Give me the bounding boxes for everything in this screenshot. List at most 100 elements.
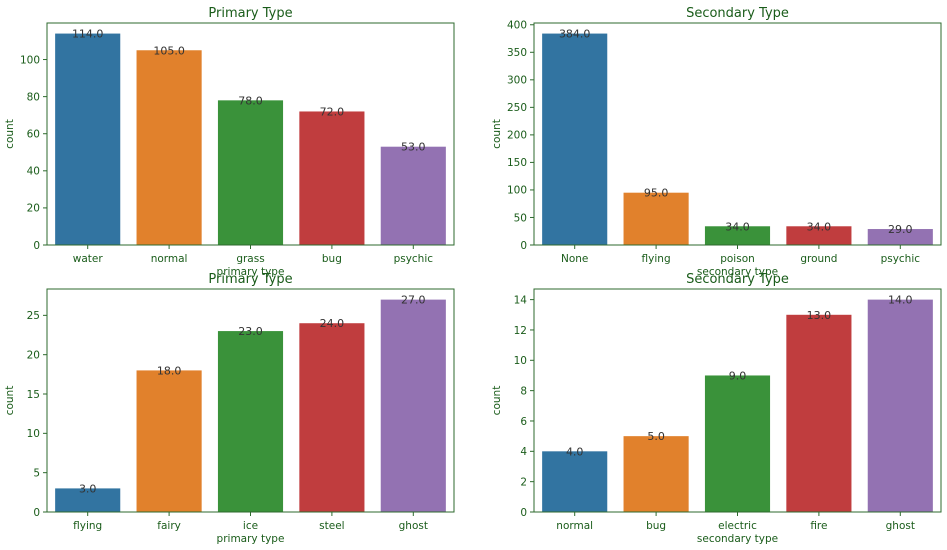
x-tick-label: ice [243, 520, 258, 532]
value-label: 29.0 [888, 223, 913, 236]
chart-title: Secondary Type [686, 6, 789, 21]
y-tick-label: 40 [27, 166, 40, 178]
y-tick-label: 0 [520, 507, 527, 519]
y-tick-label: 4 [520, 446, 527, 458]
value-label: 105.0 [153, 44, 185, 57]
bar-psychic[interactable] [867, 229, 933, 245]
bar-None[interactable] [542, 33, 608, 245]
y-tick-label: 250 [507, 102, 527, 114]
chart-title: Secondary Type [686, 272, 789, 287]
y-axis-label: count [4, 119, 16, 149]
y-tick-label: 150 [507, 157, 527, 169]
y-tick-label: 100 [20, 54, 40, 66]
x-tick-label: psychic [394, 253, 434, 265]
y-tick-label: 400 [507, 20, 527, 32]
x-tick-label: water [73, 253, 104, 265]
y-axis-label: count [491, 119, 503, 149]
x-tick-label: grass [236, 253, 264, 265]
value-label: 27.0 [401, 294, 426, 307]
value-label: 3.0 [79, 482, 97, 495]
bar-poison[interactable] [704, 226, 771, 245]
bar-ice[interactable] [217, 331, 284, 512]
x-tick-label: bug [322, 253, 342, 265]
chart-title: Primary Type [208, 272, 292, 287]
value-label: 23.0 [238, 325, 263, 338]
subplot-4: 4.0 5.0 9.0 13.0 14.0 normal bug electric fire gh… [491, 272, 942, 545]
bar-ghost[interactable] [867, 299, 933, 512]
y-tick-label: 50 [514, 212, 527, 224]
chart-title: Primary Type [208, 6, 292, 21]
y-tick-label: 350 [507, 47, 527, 59]
value-label: 78.0 [238, 94, 263, 107]
bar-ghost[interactable] [380, 299, 446, 512]
bar-psychic[interactable] [380, 146, 446, 245]
y-tick-label: 12 [514, 325, 527, 337]
x-axis-label: secondary type [697, 533, 778, 545]
bar-fairy[interactable] [136, 370, 202, 512]
value-label: 13.0 [807, 309, 832, 322]
subplot-1: 114.0 105.0 78.0 72.0 53.0 water normal grass bu… [4, 6, 455, 278]
x-tick-label: bug [646, 520, 666, 532]
x-axis-label: primary type [217, 266, 285, 278]
y-tick-label: 8 [520, 385, 527, 397]
x-tick-label: ghost [399, 520, 428, 532]
y-tick-label: 200 [507, 130, 527, 142]
value-label: 18.0 [157, 364, 182, 377]
y-tick-label: 300 [507, 75, 527, 87]
subplot-3: 3.0 18.0 23.0 24.0 27.0 flying fairy ice steel gh… [4, 272, 455, 545]
bar-normal[interactable] [542, 451, 608, 512]
x-tick-label: flying [73, 520, 102, 532]
value-label: 34.0 [725, 220, 750, 233]
bar-bug[interactable] [623, 436, 689, 512]
x-tick-label: electric [718, 520, 757, 532]
bar-bug[interactable] [299, 111, 365, 245]
bar-steel[interactable] [299, 323, 365, 512]
bar-electric[interactable] [704, 375, 771, 512]
bar-flying[interactable] [623, 192, 689, 245]
x-axis-label: secondary type [697, 266, 778, 278]
value-label: 114.0 [72, 28, 104, 41]
value-label: 72.0 [320, 105, 345, 118]
value-label: 34.0 [807, 220, 832, 233]
x-tick-label: fire [810, 520, 827, 532]
x-tick-label: ground [800, 253, 837, 265]
subplot-2: 384.0 95.0 34.0 34.0 29.0 None flying poison gro… [491, 6, 942, 278]
x-tick-label: poison [720, 253, 755, 265]
y-tick-label: 60 [27, 129, 40, 141]
bar-normal[interactable] [136, 50, 202, 246]
bar-grass[interactable] [217, 100, 284, 245]
x-tick-label: normal [556, 520, 593, 532]
y-tick-label: 2 [520, 476, 527, 488]
bar-water[interactable] [55, 33, 121, 245]
value-label: 9.0 [729, 369, 747, 382]
x-tick-label: steel [319, 520, 344, 532]
x-tick-label: flying [642, 253, 671, 265]
y-tick-label: 0 [33, 507, 40, 519]
y-tick-label: 5 [33, 467, 40, 479]
x-tick-label: psychic [881, 253, 921, 265]
value-label: 5.0 [647, 430, 665, 443]
bar-fire[interactable] [786, 314, 852, 512]
y-tick-label: 15 [27, 389, 40, 401]
value-label: 14.0 [888, 294, 913, 307]
y-axis-label: count [4, 386, 16, 416]
y-tick-label: 100 [507, 185, 527, 197]
x-tick-label: normal [151, 253, 188, 265]
y-axis-label: count [491, 386, 503, 416]
y-tick-label: 14 [514, 294, 528, 306]
bar-ground[interactable] [786, 226, 852, 245]
y-tick-label: 0 [33, 240, 40, 252]
value-label: 4.0 [566, 445, 584, 458]
bar-flying[interactable] [55, 488, 121, 512]
value-label: 24.0 [320, 317, 345, 330]
y-tick-label: 10 [514, 355, 527, 367]
value-label: 95.0 [644, 187, 669, 200]
y-tick-label: 80 [27, 91, 40, 103]
x-tick-label: ghost [886, 520, 915, 532]
y-tick-label: 20 [27, 203, 40, 215]
y-tick-label: 20 [27, 349, 40, 361]
y-tick-label: 6 [520, 416, 527, 428]
value-label: 384.0 [559, 28, 591, 41]
y-tick-label: 10 [27, 428, 40, 440]
